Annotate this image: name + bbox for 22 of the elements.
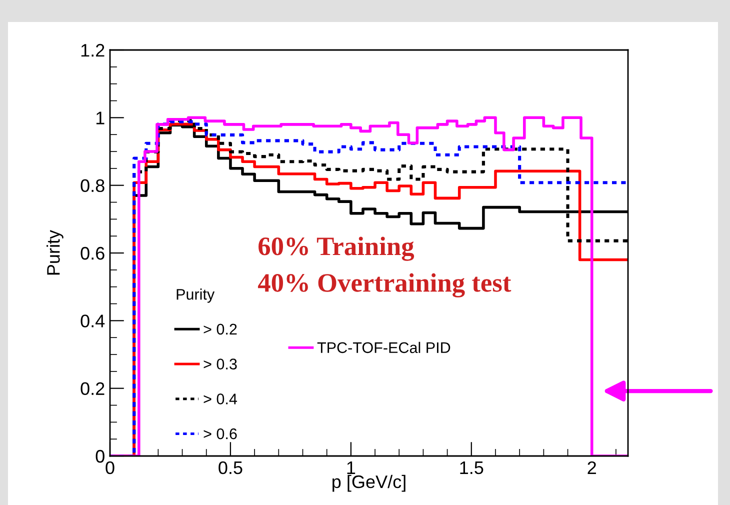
- y-tick-label: 0.4: [80, 314, 105, 328]
- y-tick-label: 1.2: [81, 44, 104, 57]
- legend-label: TPC-TOF-ECal PID: [317, 342, 450, 354]
- legend-label: > 0.6: [204, 428, 237, 440]
- x-tick-label: 0: [106, 461, 114, 474]
- y-tick-label: 1: [96, 112, 104, 124]
- x-tick-label: 1: [347, 462, 356, 474]
- x-tick-label: 2: [588, 461, 596, 474]
- legend-title: Purity: [176, 288, 215, 303]
- legend-label: > 0.2: [204, 324, 237, 335]
- legend-label: > 0.3: [204, 358, 237, 370]
- x-tick-label: 1.5: [460, 462, 484, 474]
- annotation: 60% Training: [258, 236, 414, 261]
- y-tick-label: 0.8: [80, 179, 104, 192]
- x-axis-title: p [GeV/c]: [332, 474, 406, 492]
- y-tick-label: 0.6: [80, 246, 104, 260]
- y-axis-title: Purity: [46, 230, 64, 275]
- legend-label: > 0.4: [204, 394, 238, 404]
- y-tick-label: 0.2: [80, 382, 104, 396]
- y-tick-label: 0: [96, 450, 104, 463]
- x-tick-label: 0.5: [218, 461, 242, 474]
- annotation: 40% Overtraining test: [258, 273, 512, 298]
